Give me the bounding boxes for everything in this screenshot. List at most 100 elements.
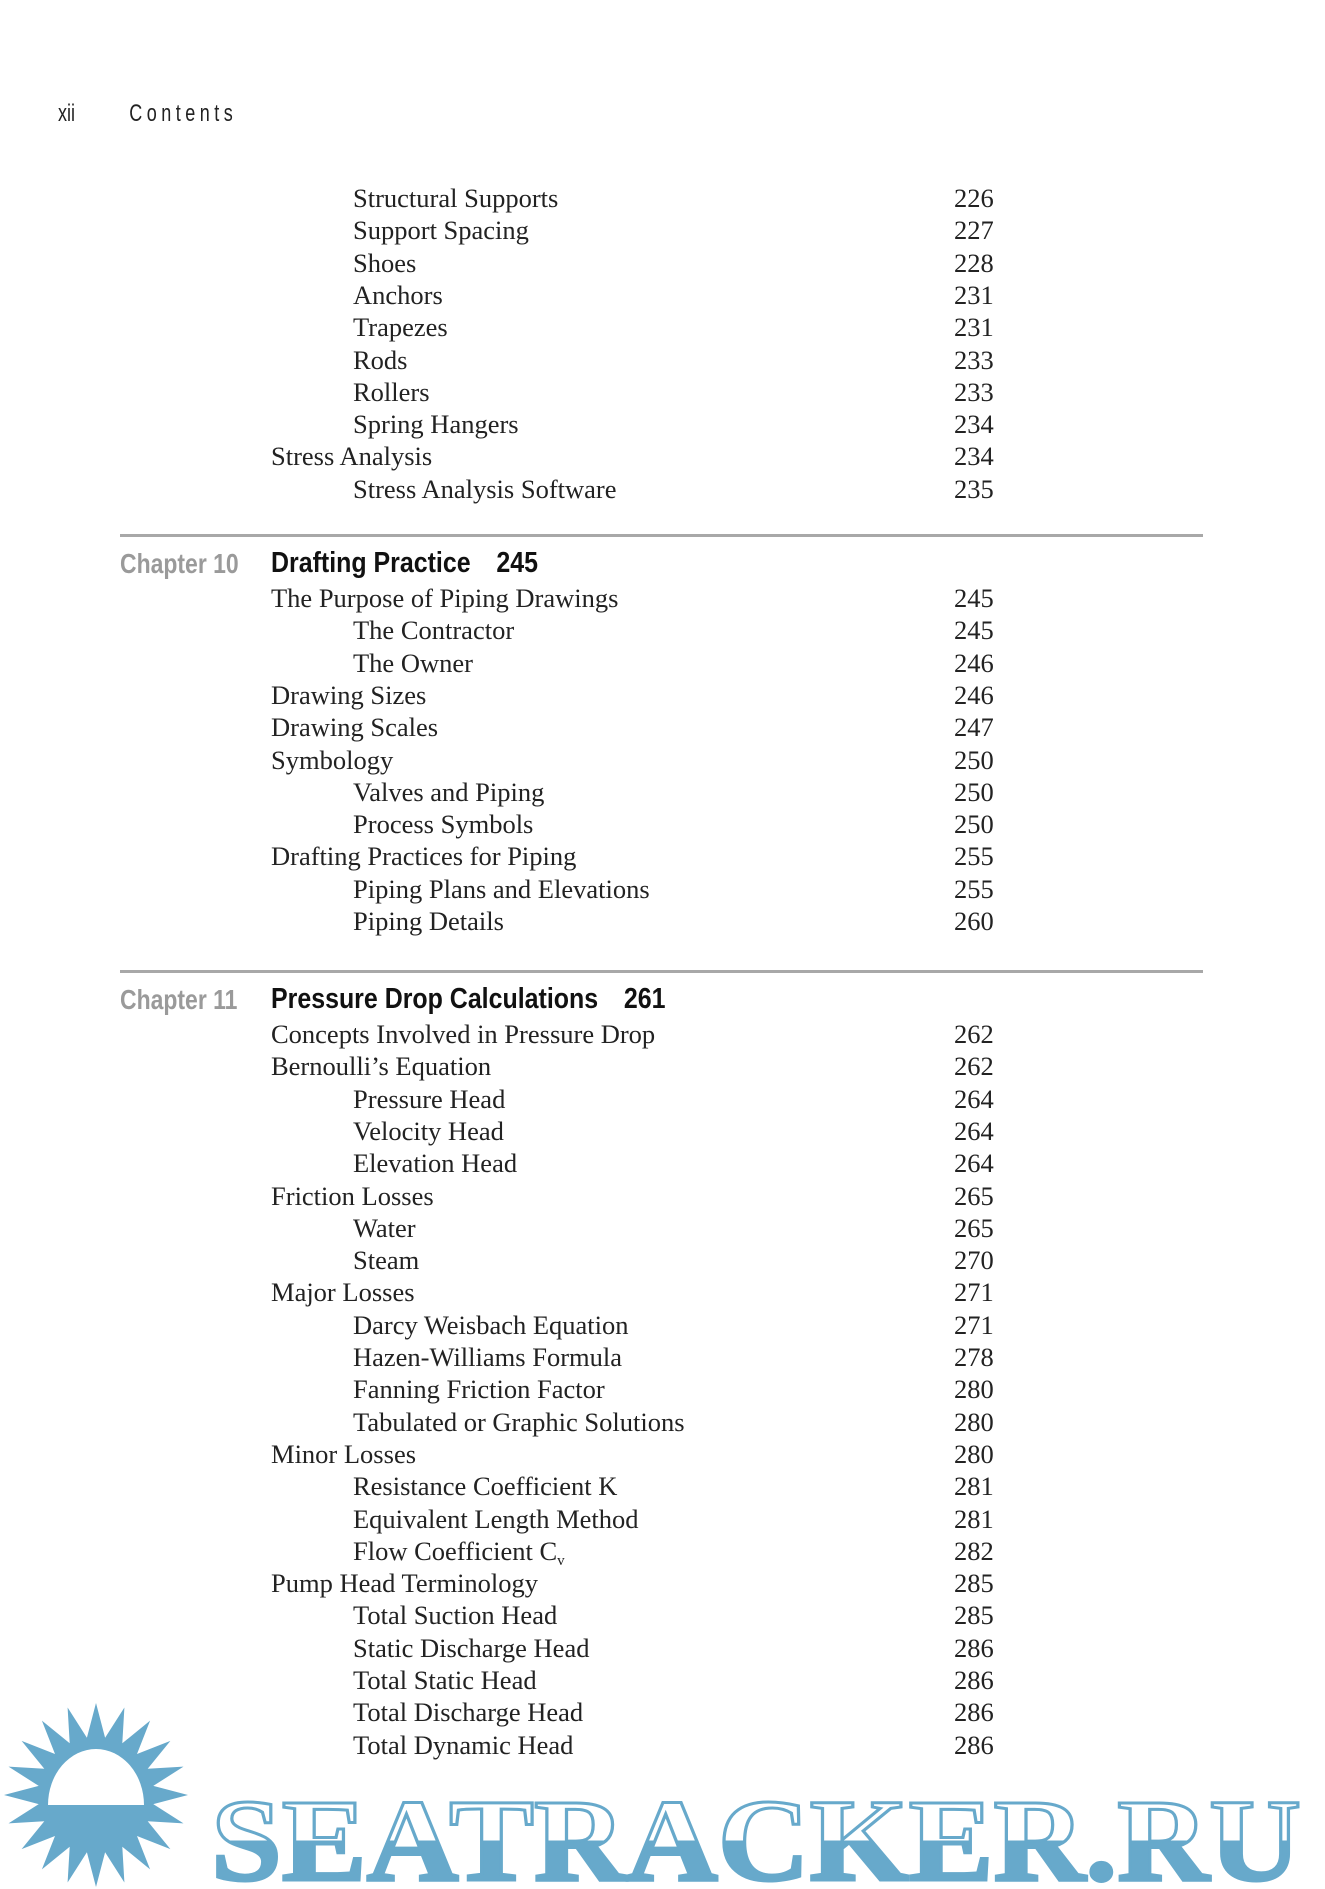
toc-entry-title-text: Steam: [353, 1245, 420, 1276]
toc-entry-title: Total Discharge Head: [353, 1696, 583, 1728]
toc-entry[interactable]: Tabulated or Graphic Solutions 280: [353, 1405, 994, 1438]
toc-entry[interactable]: Water 265: [353, 1211, 994, 1244]
chapter-title-text: Drafting Practice: [271, 547, 471, 579]
toc-entry-title-text: Stress Analysis: [271, 441, 433, 472]
toc-entry-title-text: Trapezes: [353, 312, 448, 343]
toc-entry-title: Equivalent Length Method: [353, 1503, 639, 1535]
chapter-page: 245: [496, 547, 539, 579]
toc-entry[interactable]: Hazen-Williams Formula 278: [353, 1341, 994, 1373]
toc-entry[interactable]: Pump Head Terminology 285: [271, 1567, 994, 1600]
toc-entry[interactable]: The Owner 246: [353, 646, 994, 679]
toc-entry-page: 264: [954, 1148, 994, 1179]
toc-entry[interactable]: Structural Supports 226: [353, 182, 994, 214]
toc-entry[interactable]: Concepts Involved in Pressure Drop 262: [271, 1018, 994, 1050]
dot-leader: [639, 1470, 921, 1503]
toc-entry[interactable]: Major Losses 271: [271, 1276, 994, 1309]
toc-entry[interactable]: Spring Hangers 234: [353, 408, 994, 441]
toc-entry[interactable]: Rods 233: [353, 343, 994, 376]
chapter-title[interactable]: Drafting Practice 245: [271, 547, 538, 580]
toc-entry[interactable]: Stress Analysis Software 235: [353, 472, 994, 505]
toc-entry[interactable]: Equivalent Length Method 281: [353, 1502, 994, 1535]
toc-entry-title-text: Pump Head Terminology: [271, 1568, 539, 1599]
toc-entry-page: 286: [954, 1697, 994, 1728]
toc-entry[interactable]: Symbology 250: [271, 743, 994, 776]
toc-entry-page: 285: [954, 1568, 994, 1599]
toc-entry[interactable]: Drafting Practices for Piping 255: [271, 840, 994, 873]
toc-entry-title-text: Hazen-Williams Formula: [353, 1342, 623, 1372]
toc-entry-title: Anchors: [353, 279, 443, 311]
toc-entry-title-text: Total Dynamic Head: [353, 1729, 574, 1760]
toc-entry[interactable]: Anchors 231: [353, 278, 994, 311]
dot-leader: [598, 840, 921, 873]
toc-entry-title-text: Drafting Practices for Piping: [271, 841, 577, 872]
toc-entry-title: Minor Losses: [271, 1438, 416, 1470]
toc-entry-title-text: Equivalent Length Method: [353, 1503, 639, 1534]
toc-entry[interactable]: Velocity Head 264: [353, 1114, 994, 1147]
toc-entry-page: 233: [954, 344, 994, 375]
toc-entry-title-text: Fanning Friction Factor: [353, 1374, 605, 1405]
toc-entry[interactable]: Static Discharge Head 286: [353, 1631, 994, 1664]
toc-entry[interactable]: Piping Details 260: [353, 905, 994, 937]
toc-entry-title: Total Suction Head: [353, 1599, 557, 1631]
toc-entry-title-text: Static Discharge Head: [353, 1632, 590, 1663]
toc-entry-title: Water: [353, 1212, 416, 1244]
toc-entry-title: Drafting Practices for Piping: [271, 840, 576, 872]
toc-entry[interactable]: Valves and Piping 250: [353, 775, 994, 808]
toc-entry[interactable]: Total Suction Head 285: [353, 1599, 994, 1632]
toc-entry-page: 234: [954, 441, 994, 472]
toc-entry[interactable]: Flow Coefficient Cv 282: [353, 1534, 994, 1568]
toc-entry[interactable]: Elevation Head 264: [353, 1147, 994, 1180]
toc-entry[interactable]: Piping Plans and Elevations 255: [353, 872, 994, 905]
toc-entry-title-text: Resistance Coefficient K: [353, 1471, 618, 1502]
toc-entry[interactable]: The Contractor 245: [353, 614, 994, 647]
toc-entry[interactable]: Process Symbols 250: [353, 808, 994, 841]
toc-entry[interactable]: Bernoulli’s Equation 262: [271, 1050, 994, 1083]
toc-entry-title: Total Static Head: [353, 1664, 537, 1696]
dot-leader: [605, 1696, 921, 1729]
toc-entry-title-text: Bernoulli’s Equation: [271, 1051, 492, 1082]
toc-entry[interactable]: Drawing Scales 247: [271, 711, 994, 744]
toc-entry[interactable]: Rollers 233: [353, 375, 994, 408]
dot-leader: [460, 711, 921, 744]
toc-entry[interactable]: Steam 270: [353, 1244, 994, 1277]
toc-entry-title: Drawing Sizes: [271, 679, 426, 711]
toc-entry-page: 286: [954, 1729, 994, 1760]
dot-leader: [638, 472, 921, 505]
toc-entry-title: Elevation Head: [353, 1147, 517, 1179]
toc-entry-title: Valves and Piping: [353, 776, 544, 808]
toc-entry-title: Stress Analysis: [271, 440, 432, 472]
toc-entry[interactable]: Resistance Coefficient K 281: [353, 1470, 994, 1503]
toc-entry[interactable]: Stress Analysis 234: [271, 440, 994, 473]
toc-entry[interactable]: Minor Losses 280: [271, 1437, 994, 1470]
toc-entry[interactable]: Total Discharge Head 286: [353, 1696, 994, 1729]
toc-entry[interactable]: Trapezes 231: [353, 311, 994, 344]
dot-leader: [455, 1179, 921, 1212]
toc-entry[interactable]: Support Spacing 227: [353, 214, 994, 247]
sun-icon: [4, 1703, 188, 1887]
toc-entry-title-text: Stress Analysis Software: [353, 473, 617, 504]
toc-entry[interactable]: The Purpose of Piping Drawings 245: [271, 582, 994, 614]
chapter-title[interactable]: Pressure Drop Calculations 261: [271, 983, 666, 1016]
dot-leader: [469, 311, 921, 344]
toc-entry[interactable]: Pressure Head 264: [353, 1082, 994, 1115]
toc-entry-title-text: Symbology: [271, 744, 394, 775]
toc-entry[interactable]: Fanning Friction Factor 280: [353, 1373, 994, 1406]
toc-entry-page: 262: [954, 1051, 994, 1082]
dot-leader: [550, 214, 921, 247]
dot-leader: [671, 872, 921, 905]
dot-leader: [527, 1082, 921, 1115]
toc-entry[interactable]: Total Static Head 286: [353, 1664, 994, 1696]
toc-entry[interactable]: Darcy Weisbach Equation 271: [353, 1308, 994, 1341]
toc-entry-title-text: Total Discharge Head: [353, 1697, 584, 1728]
dot-leader: [438, 246, 921, 279]
toc-entry-title: Support Spacing: [353, 214, 529, 246]
toc-entry-title: Rollers: [353, 376, 430, 408]
toc-entry[interactable]: Drawing Sizes 246: [271, 678, 994, 711]
toc-entry-title-text: Piping Plans and Elevations: [353, 873, 650, 904]
toc-entry-page: 282: [954, 1535, 994, 1566]
toc-entry[interactable]: Friction Losses 265: [271, 1179, 994, 1212]
toc-entry-title-text: Process Symbols: [353, 809, 534, 840]
toc-entry[interactable]: Total Dynamic Head 286: [353, 1728, 994, 1761]
dot-leader: [566, 775, 921, 808]
toc-entry[interactable]: Shoes 228: [353, 246, 994, 279]
